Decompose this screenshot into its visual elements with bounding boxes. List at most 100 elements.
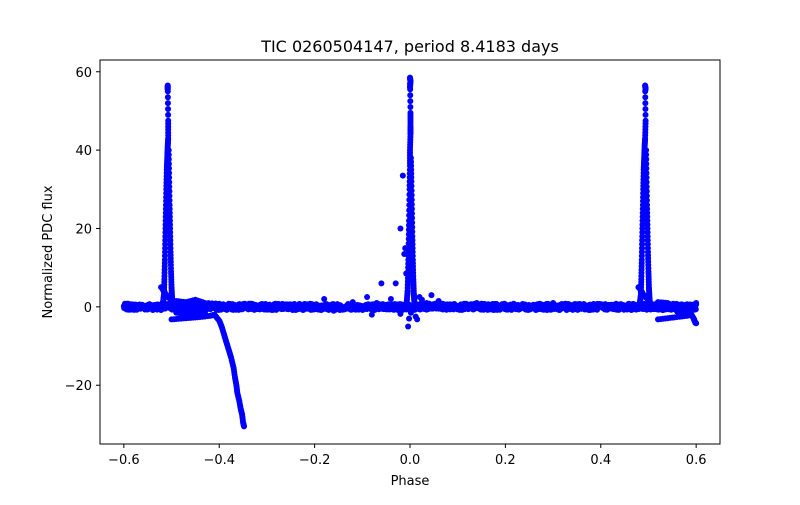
flare-point bbox=[642, 136, 649, 143]
outlier-point bbox=[407, 309, 414, 316]
flare-point bbox=[407, 104, 414, 111]
decay-point bbox=[690, 302, 697, 309]
outlier-point bbox=[373, 299, 380, 306]
decay-point bbox=[200, 310, 207, 317]
flare-point bbox=[645, 265, 652, 272]
outlier-point bbox=[402, 245, 409, 252]
flare-point bbox=[411, 296, 418, 303]
plot-area bbox=[120, 74, 700, 430]
outlier-point bbox=[397, 225, 404, 232]
flare-point bbox=[408, 174, 415, 181]
flare-point bbox=[168, 281, 175, 288]
decay-point bbox=[231, 371, 238, 378]
flare-point bbox=[165, 120, 172, 127]
flare-point bbox=[165, 165, 172, 172]
flare-point bbox=[642, 85, 649, 92]
x-axis: −0.6 −0.4 −0.2 0.0 0.2 0.4 0.6 bbox=[108, 444, 706, 468]
flare-point bbox=[167, 245, 174, 252]
flare-point bbox=[645, 281, 652, 288]
x-tick-label: −0.4 bbox=[203, 453, 235, 468]
flare-point bbox=[167, 265, 174, 272]
flare-point bbox=[166, 169, 173, 176]
flare-point bbox=[408, 192, 415, 199]
outlier-point bbox=[349, 299, 356, 306]
outlier-point bbox=[330, 307, 337, 314]
flare-point bbox=[161, 260, 168, 267]
outlier-point bbox=[378, 280, 385, 287]
flare-point bbox=[164, 94, 171, 101]
x-tick-label: −0.2 bbox=[299, 453, 331, 468]
flare-point bbox=[409, 219, 416, 226]
decay-point bbox=[190, 297, 196, 304]
flare-point bbox=[408, 187, 415, 194]
decay-point bbox=[662, 315, 669, 322]
flare-point bbox=[643, 188, 650, 195]
decay-point bbox=[240, 422, 247, 429]
flare-point bbox=[644, 221, 651, 228]
flare-point bbox=[159, 286, 166, 293]
decay-point bbox=[681, 309, 688, 316]
decay-point bbox=[671, 306, 678, 313]
outlier-point bbox=[383, 301, 390, 308]
flare-point bbox=[408, 196, 415, 203]
flare-point bbox=[408, 201, 415, 208]
flare-point bbox=[642, 100, 649, 107]
outlier-point bbox=[473, 299, 480, 306]
outlier-point bbox=[418, 296, 425, 303]
decay-point bbox=[180, 310, 187, 317]
outlier-point bbox=[550, 299, 557, 306]
flare-point bbox=[642, 120, 649, 127]
flare-point bbox=[166, 192, 173, 199]
flare-point bbox=[164, 100, 171, 107]
decay-point bbox=[671, 314, 678, 321]
flare-point bbox=[407, 92, 414, 99]
flare-point bbox=[643, 169, 650, 176]
outlier-point bbox=[395, 306, 402, 313]
flare-point bbox=[165, 105, 172, 112]
flare-point bbox=[643, 165, 650, 172]
y-tick-label: 20 bbox=[75, 222, 92, 237]
outlier-point bbox=[428, 292, 435, 299]
flare-point bbox=[407, 149, 413, 156]
outlier-point bbox=[406, 315, 413, 322]
chart-title: TIC 0260504147, period 8.4183 days bbox=[260, 37, 559, 56]
flare-point bbox=[637, 286, 644, 293]
flare-point bbox=[167, 221, 174, 228]
flare-point bbox=[409, 215, 416, 222]
flare-point bbox=[407, 112, 414, 119]
outlier-point bbox=[401, 250, 408, 257]
y-axis-label: Normalized PDC flux bbox=[41, 185, 56, 318]
x-tick-label: 0.4 bbox=[590, 453, 611, 468]
flare-point bbox=[644, 245, 651, 252]
flare-point bbox=[165, 160, 172, 167]
outlier-point bbox=[414, 316, 421, 323]
flare-point bbox=[638, 260, 645, 267]
outlier-point bbox=[435, 297, 442, 304]
outlier-point bbox=[423, 299, 430, 306]
y-tick-label: 40 bbox=[75, 144, 92, 159]
flare-point bbox=[164, 85, 171, 92]
flare-point bbox=[165, 111, 172, 118]
flare-point bbox=[643, 183, 650, 190]
flare-point bbox=[165, 151, 172, 158]
decay-point bbox=[212, 300, 219, 307]
y-tick-label: 60 bbox=[75, 66, 92, 81]
flare-point bbox=[409, 228, 416, 235]
flare-point bbox=[166, 179, 173, 186]
y-tick-label: −20 bbox=[65, 379, 92, 394]
flare-point bbox=[409, 224, 416, 231]
flare-point bbox=[639, 213, 646, 220]
x-tick-label: 0.0 bbox=[400, 453, 421, 468]
flare-point bbox=[408, 183, 415, 190]
decay-point bbox=[229, 362, 236, 369]
flare-point bbox=[162, 237, 169, 244]
flare-point bbox=[642, 105, 649, 112]
flare-point bbox=[643, 156, 650, 163]
flare-point bbox=[166, 188, 173, 195]
flare-point bbox=[643, 160, 650, 167]
flare-point bbox=[407, 98, 414, 105]
flare-point bbox=[642, 111, 649, 118]
